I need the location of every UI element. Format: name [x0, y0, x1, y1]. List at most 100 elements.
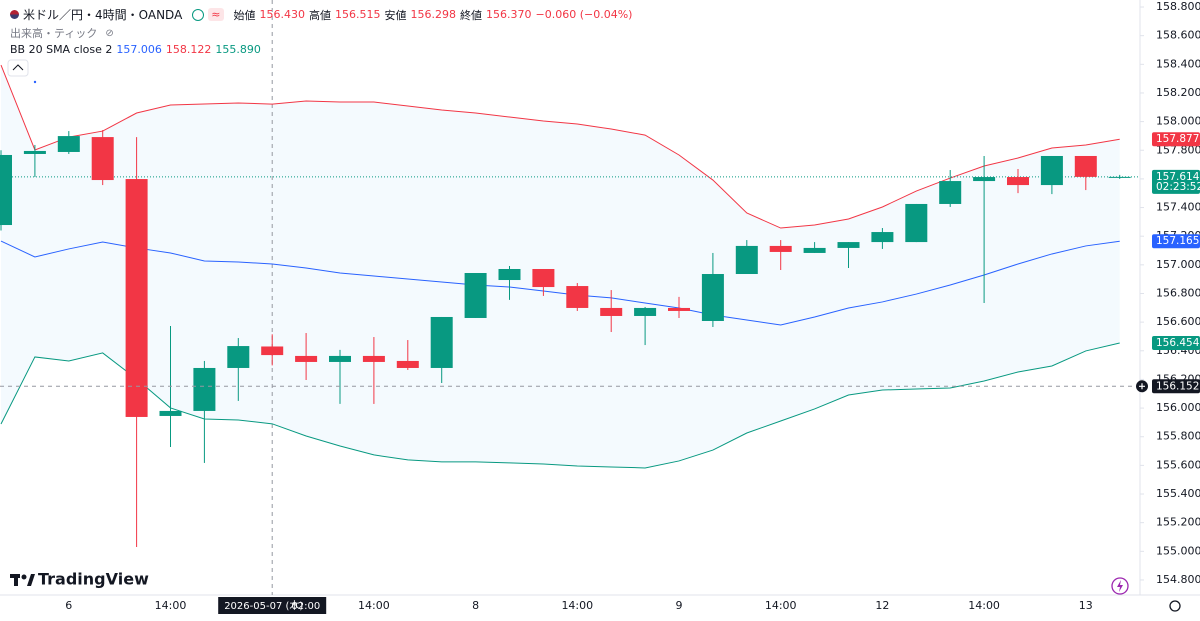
session-icon: ≈: [208, 8, 224, 21]
candle-body: [871, 232, 894, 243]
band-line: [0, 342, 1120, 469]
high-label: 高値: [309, 8, 332, 22]
candle-body: [57, 136, 80, 152]
open-value: 156.430: [259, 8, 306, 21]
crosshair-y-label: 156.152: [1156, 380, 1199, 392]
candle-body: [1007, 177, 1029, 186]
y-tick-label: 155.800: [1156, 430, 1200, 443]
price-label: 157.877: [1156, 133, 1199, 145]
candle-body: [769, 245, 792, 252]
price-label-box: [1152, 169, 1200, 194]
x-tick-label: 6: [65, 599, 72, 612]
y-tick-label: 155.600: [1156, 458, 1200, 471]
candle-body: [23, 150, 46, 154]
candle-body: [227, 346, 250, 368]
band-line: [0, 64, 1120, 229]
candle-body: [125, 179, 148, 417]
collapse-button[interactable]: [7, 59, 29, 77]
x-tick-label: 14:00: [561, 599, 593, 612]
y-tick-label: 156.600: [1156, 315, 1200, 328]
candle-body: [1040, 155, 1063, 186]
low-value: 156.298: [410, 8, 457, 21]
add-alert-icon[interactable]: [1139, 383, 1145, 390]
x-tick-label: 9: [676, 599, 683, 612]
candle-body: [159, 410, 182, 416]
y-tick-label: 158.600: [1156, 29, 1200, 42]
brand: TradingView: [38, 570, 149, 589]
candle-body: [430, 316, 453, 368]
candle-body: [735, 245, 758, 275]
x-tick-label: 14:00: [358, 599, 390, 612]
candle-body: [1108, 176, 1131, 178]
crosshair-date: 2026-05-07 (木): [224, 600, 303, 612]
collapse-icon[interactable]: [12, 64, 24, 71]
price-label-countdown: 02:23:52: [1156, 181, 1200, 193]
candle-body: [261, 346, 284, 356]
hide-icon[interactable]: ⊘: [105, 27, 114, 39]
x-tick-label: 12: [875, 599, 889, 612]
candle-body: [634, 307, 657, 316]
candle-body: [362, 355, 385, 362]
x-tick-label: 8: [472, 599, 479, 612]
bands-legend-value: 155.890: [215, 43, 261, 56]
x-tick-label: 14:00: [155, 599, 187, 612]
y-tick-label: 157.400: [1156, 201, 1200, 214]
candle-body: [566, 286, 589, 308]
bands-legend-value: 157.006: [116, 43, 162, 56]
alert-icon[interactable]: [1111, 577, 1129, 595]
candle-body: [973, 177, 996, 182]
candle-body: [939, 181, 962, 204]
candle-body: [0, 154, 12, 226]
x-tick-label: 13: [1079, 599, 1093, 612]
candle-body: [498, 268, 521, 281]
candle-body: [701, 274, 724, 321]
dot: [33, 80, 37, 84]
y-tick-label: 156.000: [1156, 401, 1200, 414]
y-tick-label: 157.000: [1156, 258, 1200, 271]
tradingview-logo: TradingView: [10, 570, 149, 589]
candle-body: [329, 355, 351, 362]
band-line: [0, 240, 1120, 326]
crosshair-time: 02:00: [291, 601, 320, 612]
close-label: 終値: [460, 8, 483, 22]
price-label: 157.614: [1156, 171, 1200, 183]
band-fill: [1, 65, 1120, 468]
candle-body: [396, 360, 419, 368]
y-tick-label: 156.800: [1156, 286, 1200, 299]
y-tick-label: 158.800: [1156, 0, 1200, 13]
bands-legend: BB 20 SMA close 2 157.006 158.122 155.890: [10, 43, 261, 56]
flag-icon: [10, 10, 19, 19]
y-tick-label: 154.800: [1156, 573, 1200, 586]
alert-icon[interactable]: [1117, 580, 1123, 592]
open-label: 始値: [233, 8, 256, 22]
candle-body: [91, 137, 114, 181]
settings-icon[interactable]: [1169, 600, 1181, 612]
y-tick-label: 157.800: [1156, 143, 1200, 156]
price-label: 156.454: [1156, 337, 1200, 349]
price-label-box: [1152, 234, 1200, 249]
y-tick-label: 155.400: [1156, 487, 1200, 500]
crosshair-y-box: [1152, 379, 1200, 394]
change-value: −0.060 (−0.04%): [535, 8, 633, 21]
y-tick-label: 155.200: [1156, 516, 1200, 529]
high-value: 156.515: [335, 8, 381, 21]
price-label: 157.165: [1156, 235, 1199, 247]
candle-body: [600, 307, 623, 316]
candle-body: [837, 242, 860, 248]
candle-body: [1074, 155, 1097, 177]
price-label-box: [1152, 336, 1200, 351]
candle-body: [668, 307, 690, 311]
candle-body: [464, 273, 487, 318]
candle-body: [532, 268, 555, 288]
price-label-box: [1152, 132, 1200, 147]
candle-body: [295, 355, 318, 362]
low-label: 安値: [384, 8, 407, 22]
close-value: 156.370: [486, 8, 532, 21]
y-tick-label: 158.400: [1156, 57, 1200, 70]
bands-legend-value: 158.122: [165, 43, 212, 56]
crosshair-x-box: [218, 597, 327, 614]
y-tick-label: 158.000: [1156, 115, 1200, 128]
volume-legend: 出来高・ティック ⊘: [10, 25, 114, 41]
y-tick-label: 158.200: [1156, 86, 1200, 99]
